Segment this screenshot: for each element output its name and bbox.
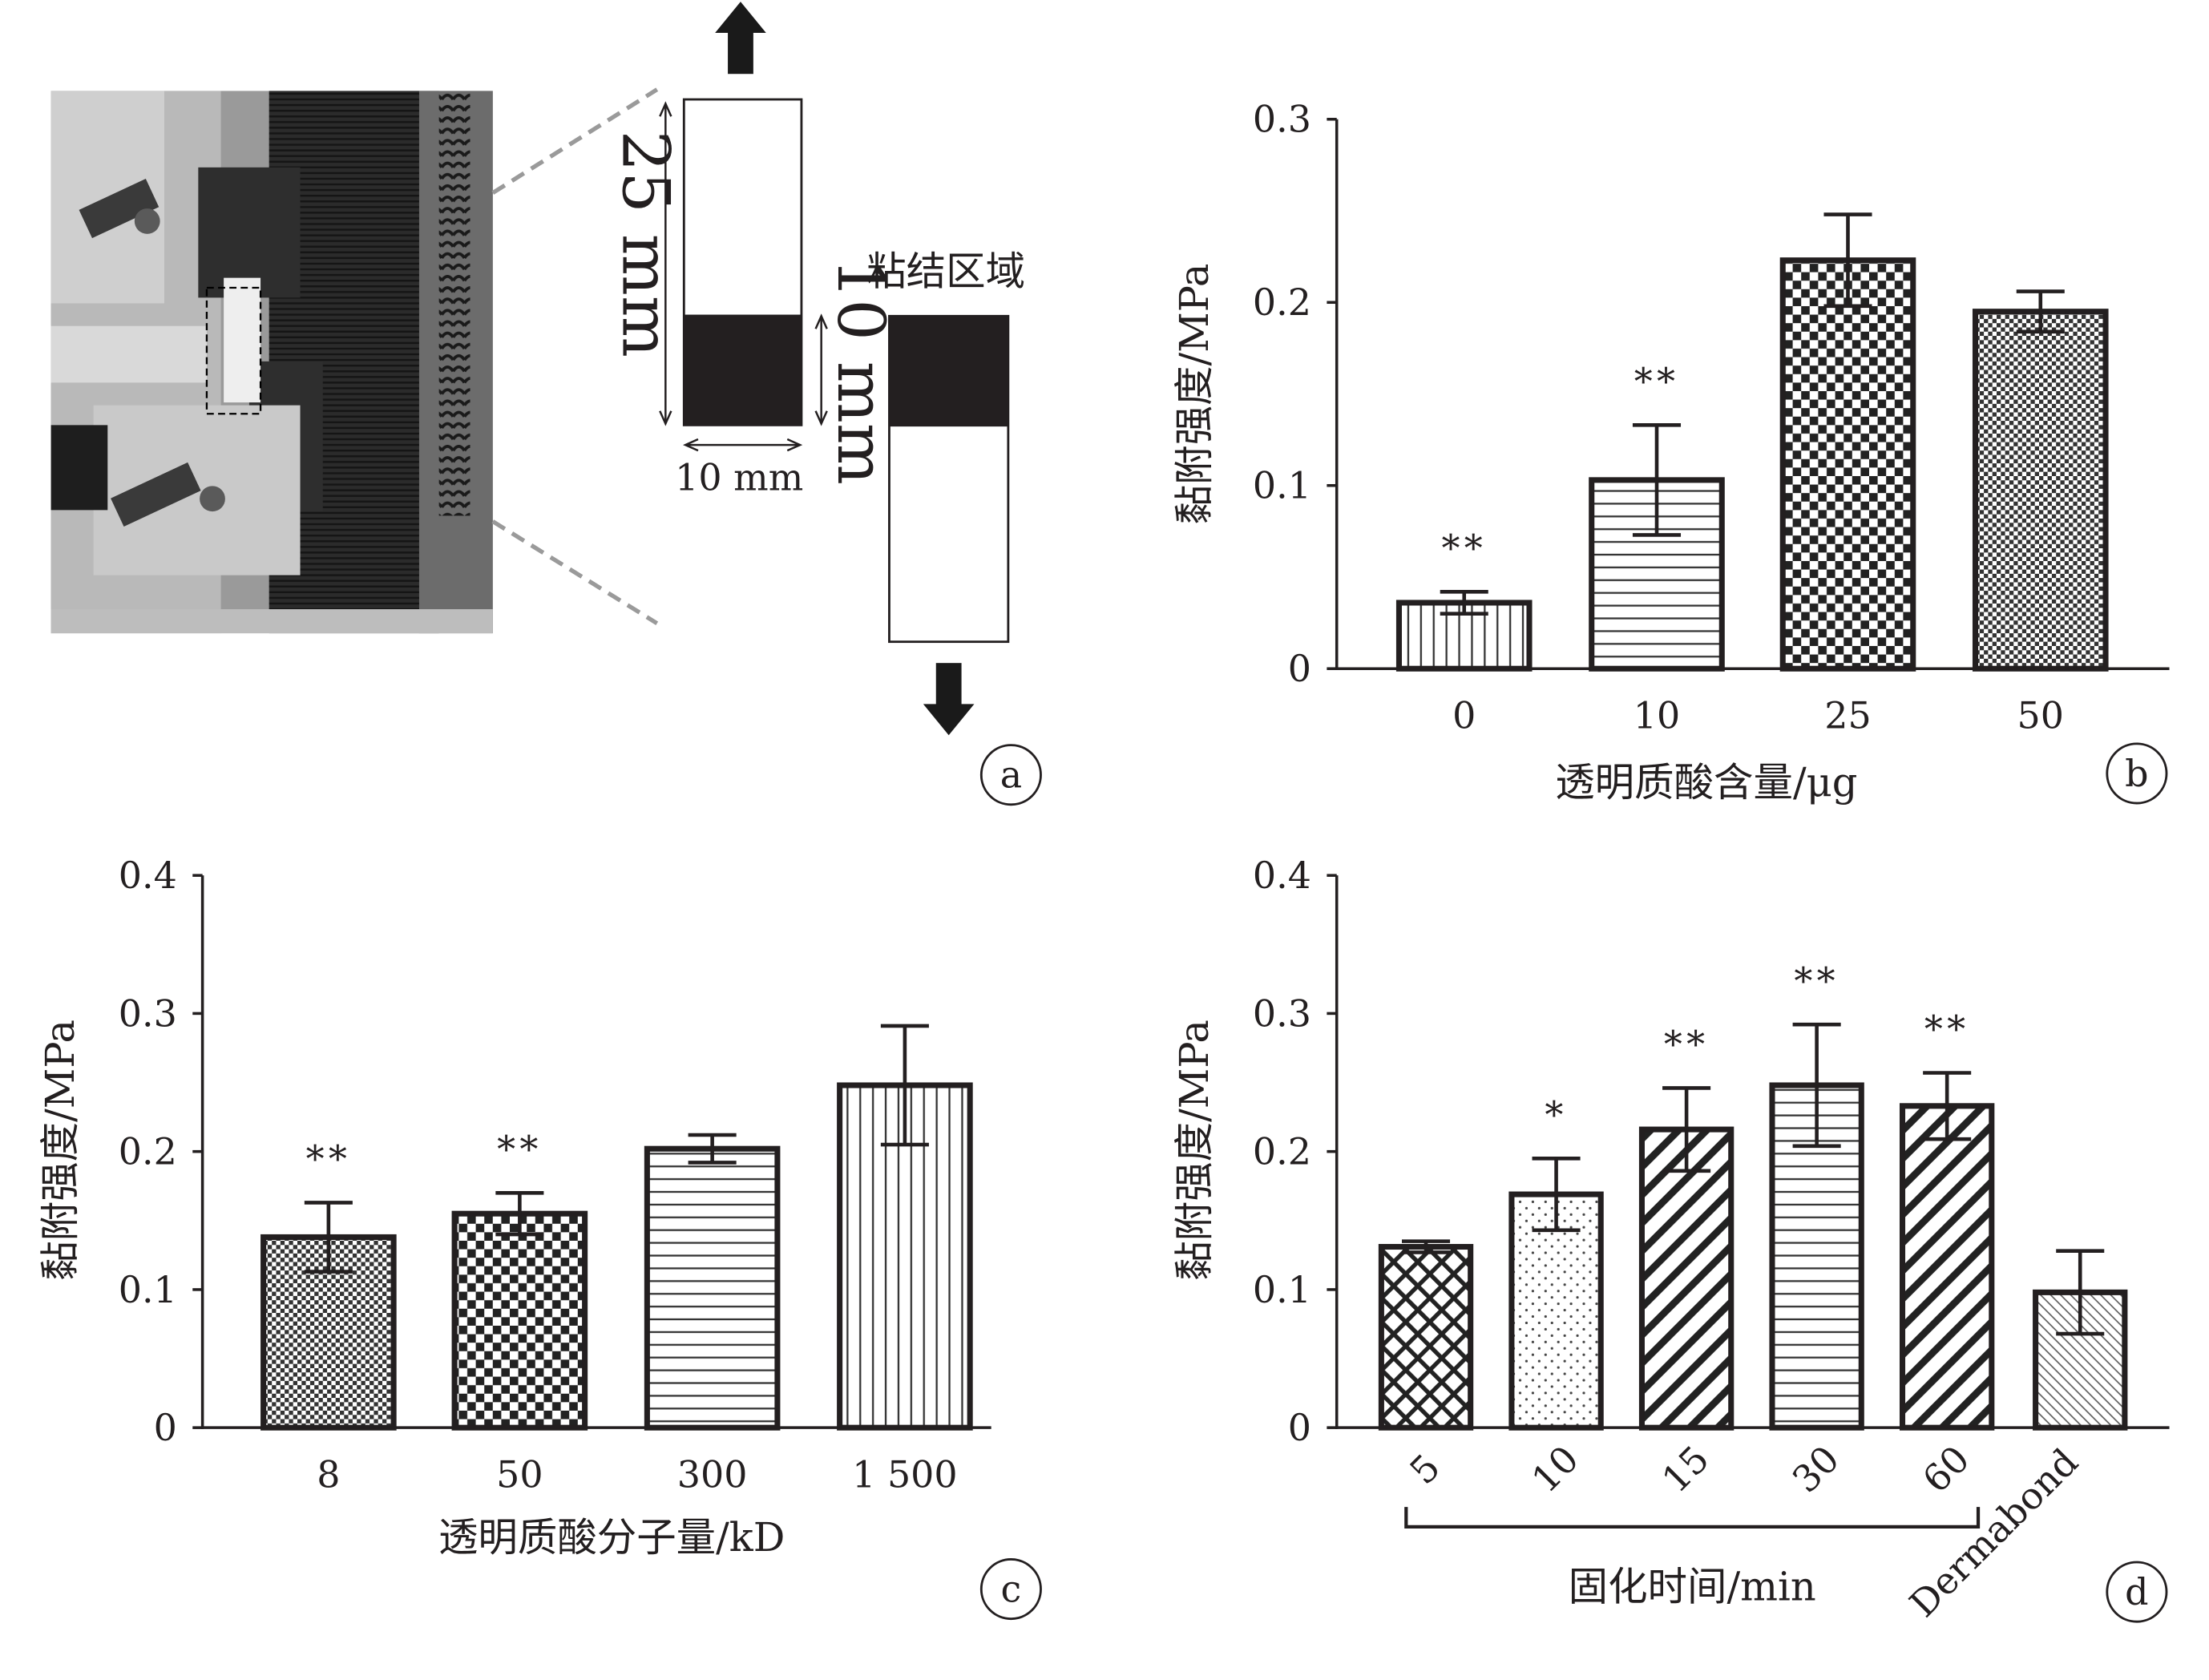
bar — [1899, 1103, 1995, 1431]
significance-marker: ** — [1441, 526, 1487, 569]
upper-bonded-area — [684, 314, 802, 426]
panel-label-b: b — [2125, 752, 2148, 795]
significance-marker: ** — [1664, 1023, 1710, 1066]
panel-label-a: a — [1000, 753, 1022, 797]
bar — [1779, 257, 1916, 672]
significance-marker: ** — [1634, 359, 1680, 402]
x-axis-label: 透明质酸含量/μg — [1555, 759, 1857, 806]
significance-marker: * — [1545, 1092, 1567, 1136]
y-tick-label: 0 — [1288, 1406, 1311, 1449]
y-tick-label: 0 — [1288, 647, 1311, 690]
panel-label-c-circle — [979, 1558, 1042, 1621]
panel-label-d-circle — [2106, 1561, 2168, 1623]
y-tick-label: 0.3 — [1253, 98, 1311, 141]
upward-pull-arrow — [715, 2, 766, 75]
x-tick-label: 1 500 — [852, 1452, 957, 1496]
y-tick-label: 0 — [154, 1406, 177, 1449]
x-tick-label: 25 — [1824, 693, 1871, 737]
chart-panel-c: 0 0.1 0.2 0.3 0.4 ** 8 ** 50 300 1 500 黏附强度/MPa 透明质酸… — [37, 854, 1042, 1621]
y-tick-label: 0.1 — [1253, 464, 1311, 507]
y-tick-label: 0.1 — [119, 1268, 177, 1311]
bar — [1972, 309, 2109, 672]
y-axis-label: 黏附强度/MPa — [1171, 264, 1218, 525]
zoom-guide-bottom — [491, 519, 659, 625]
x-tick-label: 15 — [1654, 1437, 1718, 1501]
dimension-width-label: 10 mm — [675, 456, 803, 499]
y-tick-label: 0.2 — [119, 1130, 177, 1173]
dimension-length — [659, 101, 672, 426]
significance-marker: ** — [497, 1127, 543, 1170]
zoom-guide-top — [491, 87, 659, 195]
chart-panel-b: 0 0.1 0.2 0.3 ** 0 ** 10 25 50 黏附强度/MPa 透明质酸含量/μg b — [1171, 98, 2170, 806]
significance-marker: ** — [1924, 1008, 1970, 1051]
downward-pull-arrow — [923, 663, 975, 736]
bar — [451, 1210, 588, 1431]
significance-marker: ** — [306, 1137, 352, 1181]
significance-marker: ** — [1794, 959, 1839, 1002]
y-tick-label: 0.4 — [119, 854, 177, 897]
x-tick-label: 10 — [1523, 1437, 1587, 1501]
y-tick-label: 0.1 — [1253, 1268, 1311, 1311]
dimension-overlap — [814, 313, 828, 426]
y-tick-label: 0.2 — [1253, 281, 1311, 324]
test-machine-photo — [50, 91, 493, 634]
bar — [1638, 1126, 1734, 1431]
x-tick-label: 10 — [1634, 693, 1680, 737]
y-tick-label: 0.2 — [1253, 1130, 1311, 1173]
dimension-overlap-label: 10 mm — [822, 258, 898, 485]
y-tick-label: 0.3 — [1253, 991, 1311, 1035]
chart-panel-d: 00.10.20.30.45*10**15**30**60Dermabond黏附… — [1171, 854, 2170, 1625]
dimension-width — [683, 438, 803, 452]
y-tick-label: 0.4 — [1253, 854, 1311, 897]
bar — [644, 1145, 781, 1431]
bar — [1378, 1243, 1474, 1431]
dimension-length-label: 25 mm — [607, 131, 682, 357]
x-tick-label: 30 — [1784, 1437, 1848, 1501]
x-axis-label: 固化时间/min — [1569, 1564, 1816, 1610]
panel-label-d: d — [2125, 1570, 2148, 1613]
bonded-area-label: 粘结区域 — [866, 248, 1025, 294]
x-tick-label: 0 — [1452, 693, 1476, 737]
panel-a: 25 mm 10 mm 10 mm 粘结区域 a — [50, 2, 1042, 806]
x-tick-label: 8 — [317, 1452, 340, 1496]
panel-label-b-circle — [2106, 742, 2168, 805]
lower-bonded-area — [889, 316, 1008, 427]
y-axis-label: 黏附强度/MPa — [37, 1020, 83, 1281]
time-group-bracket — [1404, 1507, 1981, 1529]
x-tick-label: 5 — [1401, 1445, 1448, 1492]
panel-label-c: c — [1001, 1567, 1022, 1610]
x-tick-label: 300 — [677, 1452, 748, 1496]
x-tick-label: 50 — [2017, 693, 2064, 737]
x-axis-label: 透明质酸分子量/kD — [438, 1514, 785, 1561]
x-tick-label: 50 — [496, 1452, 543, 1496]
y-axis-label: 黏附强度/MPa — [1171, 1020, 1218, 1281]
bar — [1508, 1191, 1604, 1431]
x-tick-label: 60 — [1914, 1437, 1978, 1501]
panel-label-a-circle — [979, 744, 1042, 806]
y-tick-label: 0.3 — [119, 991, 177, 1035]
